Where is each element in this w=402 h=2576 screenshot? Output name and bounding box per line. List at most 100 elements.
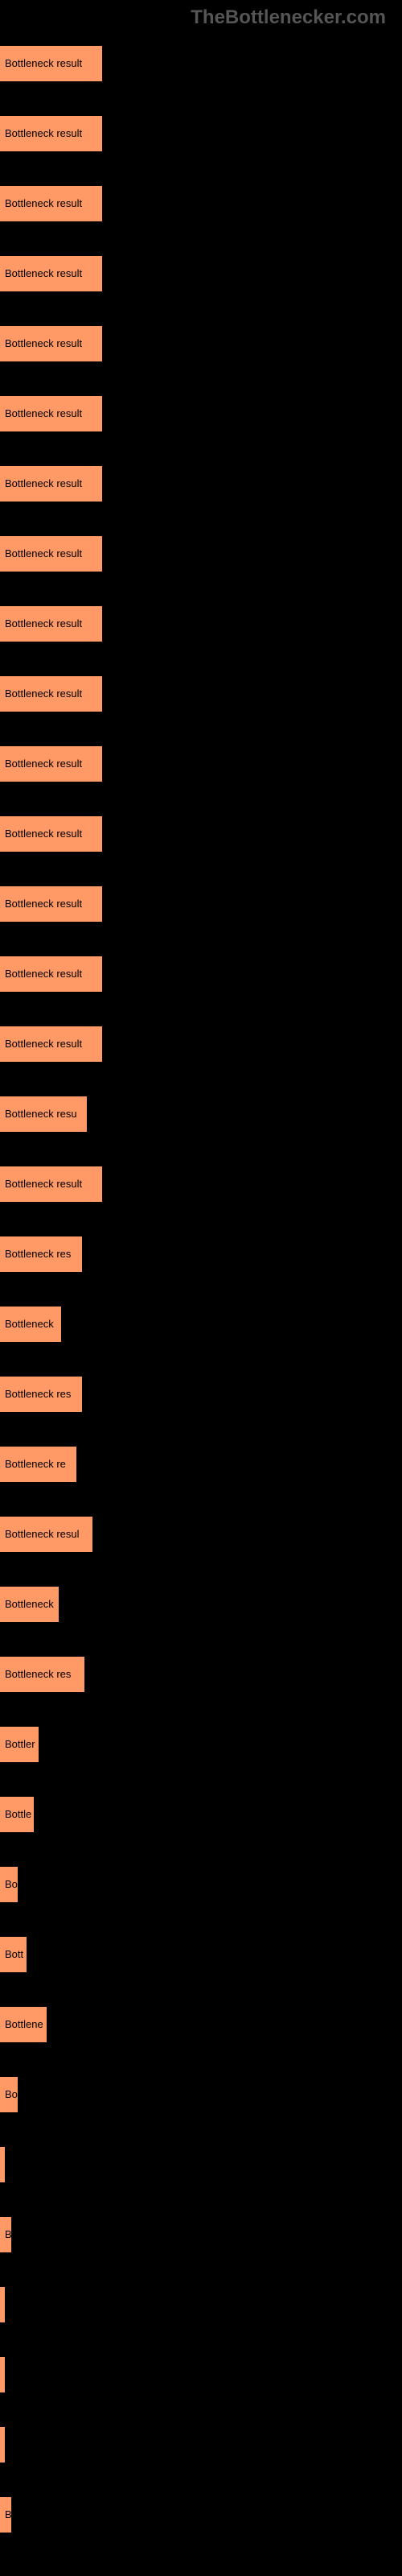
- bar-label: Bottleneck res: [5, 1388, 71, 1400]
- bar-row: Bottleneck result: [0, 729, 402, 799]
- bar-row: Bottleneck result: [0, 658, 402, 729]
- bar-label: Bottleneck result: [5, 1038, 82, 1050]
- bar: Bottleneck: [0, 1307, 61, 1342]
- bar-label: Bottlene: [5, 2018, 43, 2030]
- bar-row: Bottleneck result: [0, 238, 402, 308]
- bar-label: Bottleneck: [5, 1318, 54, 1330]
- bar-row: Bottleneck result: [0, 1149, 402, 1219]
- bar-row: Bottleneck result: [0, 869, 402, 939]
- bar-row: Bottleneck result: [0, 799, 402, 869]
- bar-row: Bottleneck: [0, 1289, 402, 1359]
- bar: Bottleneck result: [0, 256, 102, 291]
- bar-label: Bottleneck result: [5, 407, 82, 419]
- bar: Bottleneck result: [0, 466, 102, 502]
- bar: Bottleneck result: [0, 956, 102, 992]
- bar-row: Bo: [0, 1849, 402, 1919]
- bar-row: Bottleneck result: [0, 518, 402, 588]
- watermark-text: TheBottlenecker.com: [191, 6, 386, 29]
- bar-row: Bottleneck: [0, 1569, 402, 1639]
- bar-label: Bo: [5, 2088, 18, 2100]
- bar-label: Bottleneck result: [5, 547, 82, 559]
- bar: Bottleneck result: [0, 396, 102, 431]
- bar-row: Bottleneck result: [0, 378, 402, 448]
- bar-chart: Bottleneck result Bottleneck result Bottle…: [0, 28, 402, 2549]
- bar-row: [0, 2409, 402, 2479]
- bar-row: [0, 2129, 402, 2199]
- bar: [0, 2147, 5, 2182]
- bar: Bottleneck result: [0, 816, 102, 852]
- bar-label: Bottleneck result: [5, 968, 82, 980]
- bar-row: B: [0, 2199, 402, 2269]
- bar: Bo: [0, 1867, 18, 1902]
- bar-row: Bottleneck result: [0, 588, 402, 658]
- bar-label: Bottleneck resul: [5, 1528, 80, 1540]
- bar-row: Bott: [0, 1919, 402, 1989]
- bar-label: Bottleneck result: [5, 758, 82, 770]
- bar-row: Bo: [0, 2059, 402, 2129]
- bar-label: Bo: [5, 1878, 18, 1890]
- bar-row: Bottleneck res: [0, 1219, 402, 1289]
- bar-row: Bottleneck resul: [0, 1499, 402, 1569]
- bar-label: B: [5, 2228, 12, 2240]
- bar: Bottleneck result: [0, 746, 102, 782]
- bar-label: Bottleneck res: [5, 1668, 71, 1680]
- bar-row: Bottleneck res: [0, 1359, 402, 1429]
- bar-label: Bottleneck resu: [5, 1108, 77, 1120]
- bar-row: Bottleneck result: [0, 308, 402, 378]
- bar: Bottleneck result: [0, 1166, 102, 1202]
- bar: Bottleneck re: [0, 1447, 76, 1482]
- bar-label: Bottleneck result: [5, 828, 82, 840]
- bar-row: Bottleneck res: [0, 1639, 402, 1709]
- bar-row: Bottler: [0, 1709, 402, 1779]
- bar-row: Bottleneck re: [0, 1429, 402, 1499]
- bar-label: Bottle: [5, 1808, 31, 1820]
- bar: [0, 2287, 5, 2322]
- bar: Bottleneck result: [0, 676, 102, 712]
- bar-label: Bottleneck result: [5, 687, 82, 700]
- bar: Bottleneck result: [0, 186, 102, 221]
- bar: Bottleneck res: [0, 1236, 82, 1272]
- bar: Bottleneck res: [0, 1377, 82, 1412]
- bar-label: Bottleneck result: [5, 477, 82, 489]
- bar: [0, 2427, 5, 2462]
- bar-row: Bottleneck result: [0, 939, 402, 1009]
- bar-row: Bottleneck result: [0, 448, 402, 518]
- bar-row: [0, 2339, 402, 2409]
- bar-label: Bottler: [5, 1738, 35, 1750]
- bar-label: Bottleneck result: [5, 57, 82, 69]
- bar: Bottleneck result: [0, 46, 102, 81]
- bar: Bottleneck resu: [0, 1096, 87, 1132]
- bar-row: Bottleneck result: [0, 1009, 402, 1079]
- bar: Bottleneck result: [0, 1026, 102, 1062]
- bar: Bottleneck result: [0, 536, 102, 572]
- bar: Bottlene: [0, 2007, 47, 2042]
- bar-row: [0, 2269, 402, 2339]
- bar-row: Bottleneck resu: [0, 1079, 402, 1149]
- bar: B: [0, 2217, 11, 2252]
- bar: Bottleneck result: [0, 886, 102, 922]
- bar: Bottle: [0, 1797, 34, 1832]
- bar-row: B: [0, 2479, 402, 2549]
- bar-row: Bottleneck result: [0, 28, 402, 98]
- bar: Bottleneck: [0, 1587, 59, 1622]
- bar-label: Bottleneck result: [5, 1178, 82, 1190]
- bar-label: Bottleneck result: [5, 197, 82, 209]
- bar: Bottleneck result: [0, 116, 102, 151]
- bar: B: [0, 2497, 11, 2533]
- bar-row: Bottleneck result: [0, 168, 402, 238]
- bar-label: Bott: [5, 1948, 23, 1960]
- bar-label: B: [5, 2508, 12, 2520]
- bar: [0, 2357, 5, 2392]
- bar: Bo: [0, 2077, 18, 2112]
- bar-label: Bottleneck result: [5, 127, 82, 139]
- bar-label: Bottleneck result: [5, 267, 82, 279]
- bar-label: Bottleneck re: [5, 1458, 66, 1470]
- bar-label: Bottleneck result: [5, 898, 82, 910]
- bar-row: Bottleneck result: [0, 98, 402, 168]
- bar-label: Bottleneck result: [5, 337, 82, 349]
- bar-label: Bottleneck: [5, 1598, 54, 1610]
- bar-row: Bottlene: [0, 1989, 402, 2059]
- bar: Bottleneck result: [0, 606, 102, 642]
- bar-label: Bottleneck result: [5, 617, 82, 630]
- bar-label: Bottleneck res: [5, 1248, 71, 1260]
